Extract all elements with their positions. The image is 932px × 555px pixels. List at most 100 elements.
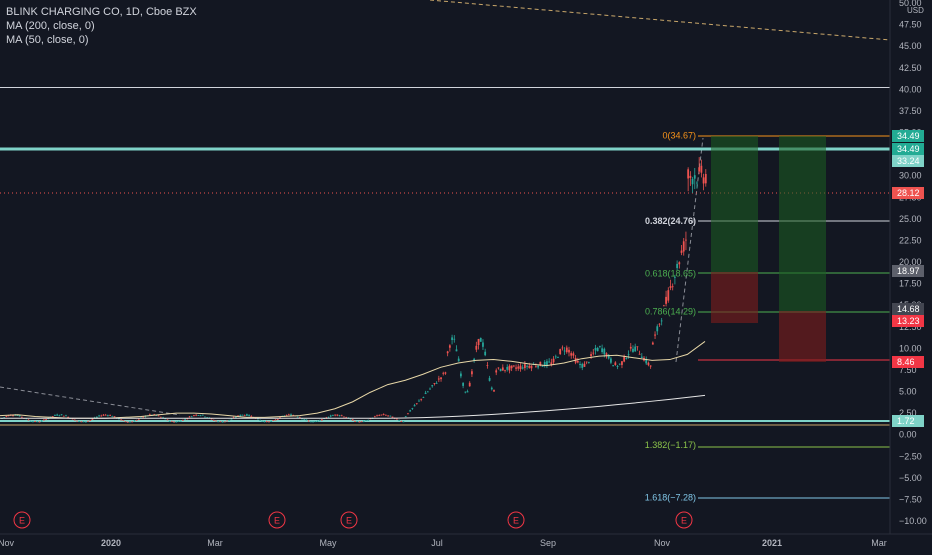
candle-body[interactable] bbox=[689, 175, 692, 178]
candle-body[interactable] bbox=[396, 418, 398, 420]
candle-body[interactable] bbox=[658, 323, 661, 325]
candle-body[interactable] bbox=[537, 365, 540, 368]
candle-body[interactable] bbox=[587, 362, 590, 363]
candle-body[interactable] bbox=[173, 421, 175, 423]
earnings-marker[interactable] bbox=[268, 511, 286, 529]
candle-body[interactable] bbox=[700, 165, 703, 173]
candle-body[interactable] bbox=[303, 419, 306, 420]
fib-trendline[interactable] bbox=[675, 137, 704, 363]
candle-body[interactable] bbox=[265, 421, 268, 423]
candle-body[interactable] bbox=[596, 347, 599, 352]
candle-body[interactable] bbox=[56, 414, 59, 416]
candle-body[interactable] bbox=[455, 349, 458, 352]
candle-body[interactable] bbox=[212, 420, 215, 421]
candle-body[interactable] bbox=[687, 169, 690, 179]
trendline-lower[interactable] bbox=[0, 386, 181, 416]
candle-body[interactable] bbox=[466, 391, 469, 393]
candle-body[interactable] bbox=[499, 368, 502, 372]
candle-body[interactable] bbox=[129, 421, 131, 423]
candle-body[interactable] bbox=[539, 361, 542, 366]
candle-body[interactable] bbox=[451, 337, 453, 341]
candle-body[interactable] bbox=[18, 415, 21, 417]
candle-body[interactable] bbox=[418, 400, 420, 402]
candle-body[interactable] bbox=[490, 387, 493, 390]
candle-body[interactable] bbox=[98, 415, 100, 417]
candle-body[interactable] bbox=[512, 365, 515, 367]
candle-body[interactable] bbox=[585, 361, 588, 363]
candle-body[interactable] bbox=[422, 396, 425, 398]
candle-body[interactable] bbox=[510, 365, 513, 369]
candle-body[interactable] bbox=[462, 382, 465, 386]
candle-body[interactable] bbox=[508, 365, 511, 371]
candle-body[interactable] bbox=[407, 413, 409, 415]
candle-body[interactable] bbox=[166, 419, 169, 421]
candle-body[interactable] bbox=[473, 358, 476, 361]
candle-body[interactable] bbox=[312, 421, 314, 423]
candle-body[interactable] bbox=[656, 326, 659, 332]
candle-body[interactable] bbox=[541, 365, 544, 367]
candle-body[interactable] bbox=[351, 419, 354, 421]
candle-body[interactable] bbox=[153, 414, 156, 416]
candle-body[interactable] bbox=[170, 421, 173, 422]
candle-body[interactable] bbox=[334, 414, 337, 416]
candle-body[interactable] bbox=[137, 418, 140, 420]
candle-body[interactable] bbox=[327, 417, 330, 419]
candle-body[interactable] bbox=[27, 419, 30, 421]
candle-body[interactable] bbox=[444, 372, 447, 374]
candle-body[interactable] bbox=[442, 372, 445, 374]
candle-body[interactable] bbox=[261, 420, 264, 422]
candle-body[interactable] bbox=[272, 420, 275, 422]
candle-body[interactable] bbox=[5, 416, 8, 417]
candle-body[interactable] bbox=[221, 421, 224, 423]
candle-body[interactable] bbox=[409, 410, 412, 412]
candle-body[interactable] bbox=[338, 415, 341, 417]
candle-body[interactable] bbox=[614, 362, 617, 366]
candle-body[interactable] bbox=[316, 421, 319, 422]
candle-body[interactable] bbox=[702, 177, 705, 184]
candle-body[interactable] bbox=[190, 416, 193, 418]
candle-body[interactable] bbox=[475, 345, 478, 350]
candle-body[interactable] bbox=[640, 356, 643, 358]
candle-body[interactable] bbox=[563, 350, 566, 352]
candle-body[interactable] bbox=[305, 419, 308, 421]
candle-body[interactable] bbox=[175, 421, 178, 423]
candle-body[interactable] bbox=[601, 348, 603, 353]
candle-body[interactable] bbox=[321, 419, 323, 421]
candle-body[interactable] bbox=[693, 175, 696, 179]
candle-body[interactable] bbox=[362, 420, 365, 422]
candle-body[interactable] bbox=[471, 371, 473, 375]
candle-body[interactable] bbox=[479, 337, 482, 342]
candle-body[interactable] bbox=[634, 346, 637, 352]
candle-body[interactable] bbox=[676, 263, 679, 269]
candle-body[interactable] bbox=[179, 420, 182, 422]
ma200-legend[interactable]: MA (200, close, 0) bbox=[6, 20, 95, 32]
candle-body[interactable] bbox=[257, 418, 259, 420]
candle-body[interactable] bbox=[576, 360, 579, 363]
candle-body[interactable] bbox=[543, 361, 546, 366]
candle-body[interactable] bbox=[460, 373, 462, 377]
candle-body[interactable] bbox=[431, 385, 434, 387]
candle-body[interactable] bbox=[276, 419, 279, 420]
candle-body[interactable] bbox=[38, 421, 41, 423]
candle-body[interactable] bbox=[29, 420, 32, 422]
candle-body[interactable] bbox=[535, 366, 537, 368]
candle-body[interactable] bbox=[698, 167, 701, 172]
candle-body[interactable] bbox=[453, 338, 456, 340]
candle-body[interactable] bbox=[45, 419, 48, 420]
candle-body[interactable] bbox=[384, 414, 387, 416]
symbol-title[interactable]: BLINK CHARGING CO, 1D, Cboe BZX bbox=[6, 6, 197, 18]
candle-body[interactable] bbox=[484, 351, 487, 356]
candle-body[interactable] bbox=[274, 419, 277, 421]
earnings-marker[interactable] bbox=[13, 511, 31, 529]
candle-body[interactable] bbox=[647, 362, 650, 366]
candle-body[interactable] bbox=[400, 421, 403, 422]
candle-body[interactable] bbox=[109, 415, 112, 416]
candle-body[interactable] bbox=[259, 419, 262, 421]
candle-body[interactable] bbox=[177, 421, 180, 423]
candle-body[interactable] bbox=[54, 414, 56, 416]
candle-body[interactable] bbox=[426, 391, 429, 393]
candle-body[interactable] bbox=[550, 362, 553, 365]
candle-body[interactable] bbox=[228, 419, 231, 421]
candle-body[interactable] bbox=[671, 286, 674, 288]
